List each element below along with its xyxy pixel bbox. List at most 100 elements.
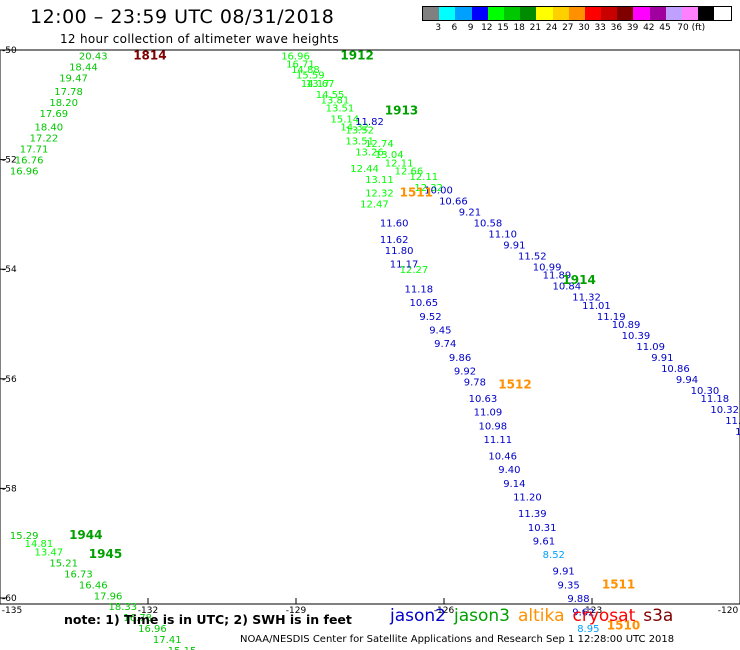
color-scale-labels: 3 6 9 12 15 18 21 24 27 30 33 36 39 42 45 70 (ft) [422, 21, 732, 35]
wave-height-value: 13.81 [321, 95, 350, 106]
wave-height-value: 18.40 [35, 123, 64, 134]
wave-height-value: 11.89 [543, 271, 572, 282]
wave-height-value: 18.20 [49, 98, 78, 109]
wave-height-value: 17.78 [54, 87, 83, 98]
wave-height-value: 11.32 [572, 293, 601, 304]
pass-number-label: 1511 [602, 577, 635, 591]
wave-height-value: 20.43 [79, 51, 108, 62]
wave-height-value: 15.14 [331, 115, 360, 126]
wave-height-value: 16.96 [281, 51, 310, 62]
pass-number-label: 1814 [133, 48, 166, 62]
wave-height-value: 9.78 [464, 378, 486, 389]
color-swatch [536, 7, 553, 20]
x-tick-label: -126 [434, 606, 455, 616]
wave-height-value: 13.47 [35, 547, 64, 558]
wave-height-value: 9.91 [503, 241, 525, 252]
wave-height-value: 11.82 [355, 117, 384, 128]
map-frame [0, 49, 740, 605]
wave-height-value: 11.60 [380, 219, 409, 230]
wave-height-value: 14.55 [316, 90, 345, 101]
wave-height-value: 11.18 [701, 394, 730, 405]
legend-s3a: s3a [643, 606, 674, 626]
color-swatch [617, 7, 634, 20]
pass-number-label: 1913 [385, 103, 418, 117]
wave-height-value: 17.41 [153, 635, 182, 646]
wave-height-value: 11.11 [483, 435, 512, 446]
y-tick-label: -60 [2, 594, 17, 604]
wave-height-value: 13.52 [345, 125, 374, 136]
color-swatch [633, 7, 650, 20]
color-scale-label: 6 [451, 23, 458, 33]
pass-labels: 1814191219131511191419151512194419451511… [69, 48, 640, 632]
wave-height-value: 10.98 [479, 421, 508, 432]
color-swatch [665, 7, 682, 20]
color-scale-label: 24 [545, 23, 558, 33]
wave-height-value: 15.21 [49, 558, 78, 569]
pass-number-label: 1510 [607, 618, 640, 632]
wave-height-value: 9.35 [557, 580, 579, 591]
wave-height-value: 11.17 [390, 260, 419, 271]
x-tick-label: -123 [582, 606, 602, 616]
wave-height-value: 12.11 [409, 172, 438, 183]
color-swatch [698, 7, 715, 20]
wave-height-value: 15.59 [296, 71, 325, 82]
pass-number-label: 1912 [340, 48, 373, 62]
wave-height-value: 10.39 [622, 331, 651, 342]
wave-height-value: 10.32 [710, 405, 739, 416]
wave-height-value: 11.39 [518, 509, 547, 520]
color-scale-label: 21 [529, 23, 542, 33]
wave-height-value: 12.11 [385, 158, 414, 169]
color-swatch [649, 7, 666, 20]
wave-height-value: 14.88 [291, 65, 320, 76]
wave-height-value: 11.09 [636, 342, 665, 353]
wave-height-value: 11.01 [582, 301, 611, 312]
pass-number-label: 1512 [498, 377, 531, 391]
wave-height-value: 9.92 [454, 367, 476, 378]
wave-height-value: 17.22 [30, 134, 59, 145]
legend-jason2: jason2 [390, 606, 446, 626]
wave-height-value: 19.47 [59, 73, 88, 84]
wave-height-value: 9.62 [572, 608, 594, 619]
color-swatch [503, 7, 521, 20]
color-scale-label: 33 [594, 23, 606, 33]
footer-credit: NOAA/NESDIS Center for Satellite Applica… [240, 634, 675, 645]
x-tick-label: -120 [718, 606, 739, 616]
wave-height-value: 11.09 [474, 408, 503, 419]
pass-number-label: 1511 [400, 185, 433, 199]
wave-height-value: 10.65 [409, 298, 438, 309]
wave-height-value: 9.91 [651, 353, 673, 364]
wave-height-value: 9.40 [498, 465, 520, 476]
wave-height-value: 16.78 [123, 613, 152, 624]
color-scale-label: 15 [497, 23, 509, 33]
x-tick-label: -135 [2, 606, 22, 616]
wave-height-value: 13.11 [365, 175, 394, 186]
wave-height-value: 13.67 [306, 79, 335, 90]
wave-height-value: 9.86 [449, 353, 471, 364]
color-swatch [568, 7, 585, 20]
wave-height-value: 9.91 [553, 567, 575, 578]
x-tick-label: -129 [286, 606, 307, 616]
color-scale-swatches [422, 6, 732, 21]
wave-height-value: 12.74 [365, 139, 394, 150]
wave-height-value: 12.47 [360, 199, 389, 210]
wave-height-value: 9.74 [434, 339, 456, 350]
wave-height-value: 14.17 [301, 79, 330, 90]
wave-height-value: 10.99 [533, 262, 562, 273]
pass-number-label: 1944 [69, 528, 102, 542]
wave-height-value: 14.81 [25, 539, 54, 550]
wave-height-value: 12.44 [350, 164, 379, 175]
color-scale-label: 42 [643, 23, 655, 33]
wave-height-value: 11.62 [380, 235, 409, 246]
wave-height-value: 10.89 [612, 320, 641, 331]
wave-height-value: 12.32 [365, 188, 394, 199]
longitude-ticks: -135 -132 -129 -126 -123 -120 [0, 598, 740, 616]
color-swatch [520, 7, 537, 20]
wave-height-value: 18.44 [69, 62, 98, 73]
legend-cryosat: cryosat [572, 606, 636, 626]
wave-height-value: 13.51 [326, 104, 355, 115]
y-tick-label: -52 [2, 156, 17, 166]
wave-height-value: 11.17 [735, 427, 740, 438]
wave-height-value: 16.76 [15, 156, 44, 167]
wave-height-value: 15.29 [10, 531, 39, 542]
